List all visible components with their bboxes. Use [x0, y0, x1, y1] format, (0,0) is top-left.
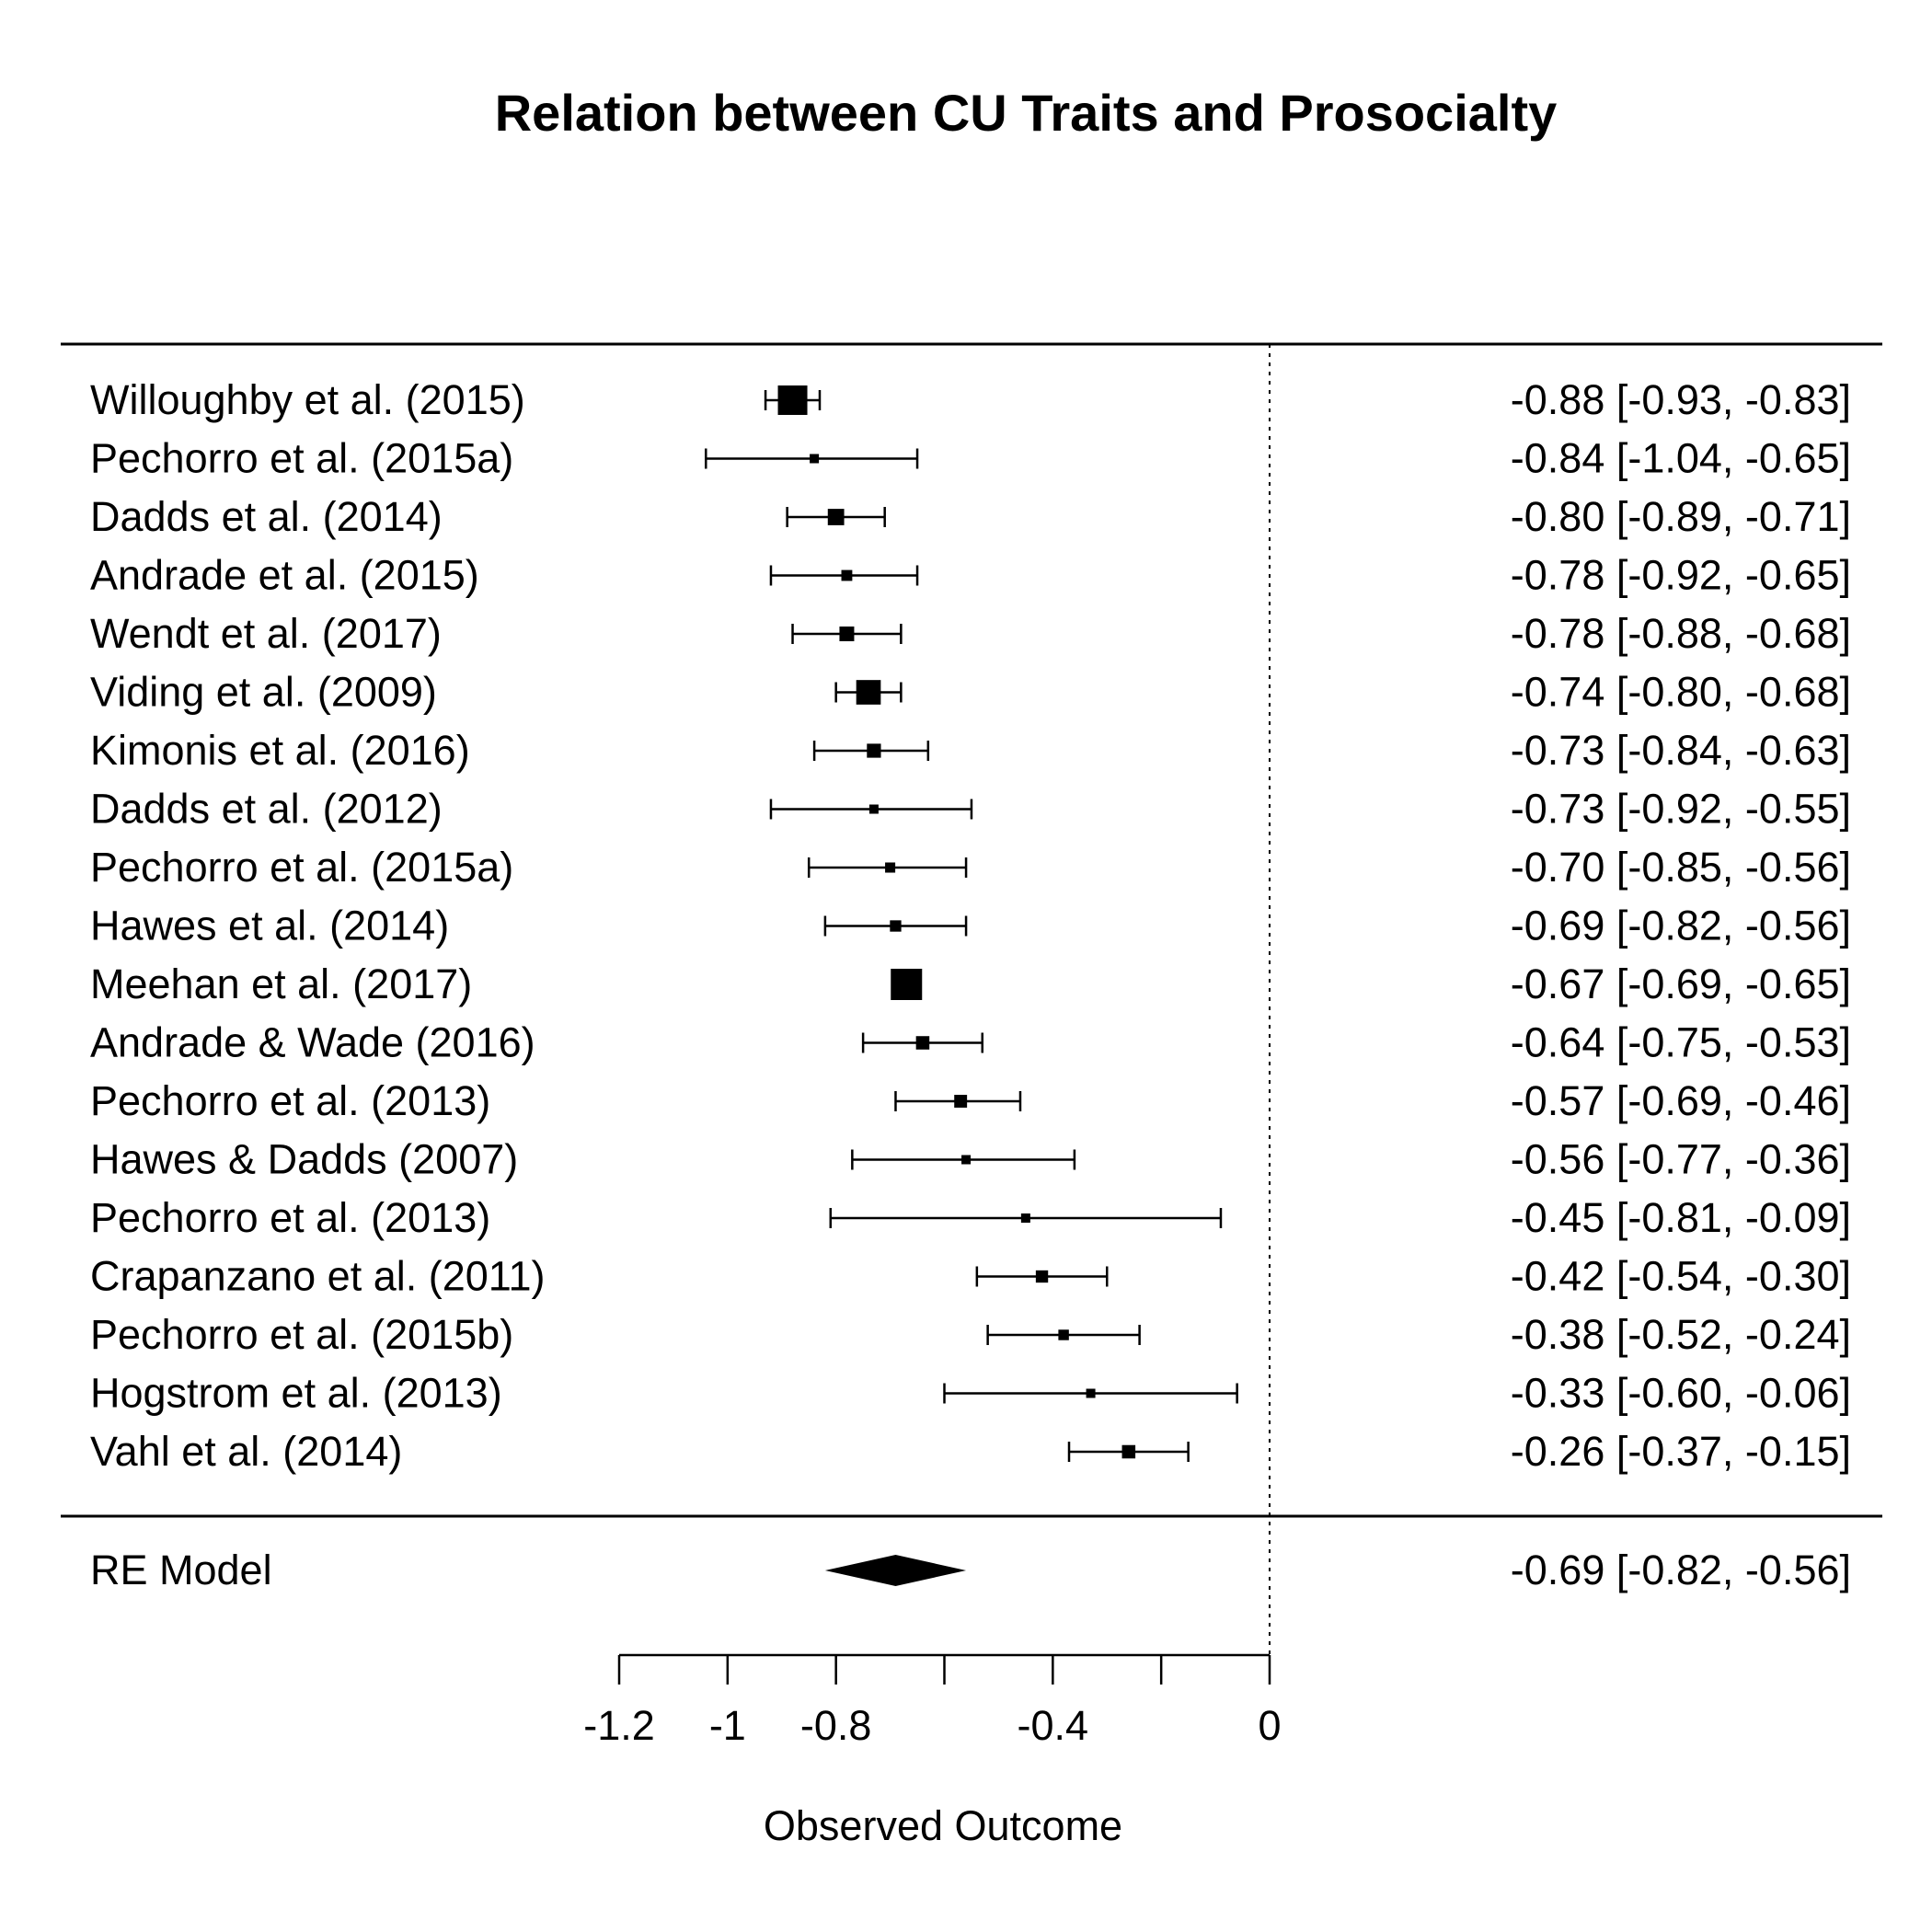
summary-row: RE Model -0.69 [-0.82, -0.56]: [90, 1547, 1851, 1593]
point-estimate: [891, 969, 923, 1000]
study-row: Pechorro et al. (2015a) -0.84 [-1.04, -0.…: [90, 435, 1851, 482]
study-value: -0.84 [-1.04, -0.65]: [1511, 435, 1851, 482]
point-estimate: [1020, 1213, 1030, 1223]
study-row: Kimonis et al. (2016) -0.73 [-0.84, -0.63…: [90, 727, 1851, 774]
study-value: -0.57 [-0.69, -0.46]: [1511, 1077, 1851, 1124]
point-estimate: [961, 1155, 972, 1165]
study-label: Pechorro et al. (2015b): [90, 1311, 513, 1358]
study-label: Hogstrom et al. (2013): [90, 1370, 502, 1417]
study-value: -0.69 [-0.82, -0.56]: [1511, 903, 1851, 949]
study-label: Andrade & Wade (2016): [90, 1019, 535, 1066]
study-value: -0.38 [-0.52, -0.24]: [1511, 1311, 1851, 1358]
study-value: -0.45 [-0.81, -0.09]: [1511, 1194, 1851, 1241]
x-axis-label: Observed Outcome: [764, 1802, 1122, 1849]
study-label: Dadds et al. (2012): [90, 786, 443, 833]
point-estimate: [839, 627, 855, 641]
study-value: -0.26 [-0.37, -0.15]: [1511, 1428, 1851, 1475]
study-value: -0.73 [-0.84, -0.63]: [1511, 727, 1851, 774]
tick-label: -1.2: [583, 1702, 655, 1749]
study-label: Willoughby et al. (2015): [90, 376, 525, 423]
point-estimate: [885, 862, 896, 873]
study-value: -0.78 [-0.92, -0.65]: [1511, 552, 1851, 599]
study-label: Hawes & Dadds (2007): [90, 1136, 518, 1183]
summary-diamond: [824, 1555, 967, 1586]
study-row: Viding et al. (2009) -0.74 [-0.80, -0.68]: [90, 669, 1851, 716]
point-estimate: [827, 509, 845, 525]
study-value: -0.56 [-0.77, -0.36]: [1511, 1136, 1851, 1183]
study-label: Kimonis et al. (2016): [90, 727, 470, 774]
study-row: Vahl et al. (2014) -0.26 [-0.37, -0.15]: [90, 1428, 1851, 1475]
point-estimate: [915, 1036, 930, 1050]
point-estimate: [954, 1095, 968, 1108]
study-value: -0.74 [-0.80, -0.68]: [1511, 669, 1851, 716]
study-row: Crapanzano et al. (2011) -0.42 [-0.54, -0…: [90, 1253, 1851, 1300]
point-estimate: [890, 920, 902, 932]
tick-label: -0.8: [800, 1702, 872, 1749]
point-estimate: [1121, 1444, 1136, 1459]
point-estimate: [777, 385, 808, 415]
study-label: Andrade et al. (2015): [90, 552, 479, 599]
study-row: Meehan et al. (2017) -0.67 [-0.69, -0.65]: [90, 960, 1851, 1007]
study-value: -0.42 [-0.54, -0.30]: [1511, 1253, 1851, 1300]
point-estimate: [810, 454, 820, 464]
study-label: Viding et al. (2009): [90, 669, 437, 716]
study-row: Pechorro et al. (2013) -0.45 [-0.81, -0.0…: [90, 1194, 1851, 1241]
study-row: Hawes & Dadds (2007) -0.56 [-0.77, -0.36]: [90, 1136, 1851, 1183]
study-row: Wendt et al. (2017) -0.78 [-0.88, -0.68]: [90, 610, 1851, 657]
study-row: Dadds et al. (2014) -0.80 [-0.89, -0.71]: [90, 493, 1851, 540]
study-value: -0.73 [-0.92, -0.55]: [1511, 786, 1851, 833]
x-axis: -1.2 -1 -0.8 -0.4 0: [583, 1653, 1282, 1749]
point-estimate: [1058, 1329, 1069, 1340]
study-rows: Willoughby et al. (2015) -0.88 [-0.93, -0…: [90, 376, 1851, 1475]
study-label: Pechorro et al. (2013): [90, 1077, 490, 1124]
point-estimate: [867, 743, 881, 758]
point-estimate: [868, 804, 879, 814]
study-row: Pechorro et al. (2015a) -0.70 [-0.85, -0.…: [90, 844, 1851, 891]
study-label: Wendt et al. (2017): [90, 610, 442, 657]
study-row: Andrade et al. (2015) -0.78 [-0.92, -0.65…: [90, 552, 1851, 599]
study-row: Pechorro et al. (2015b) -0.38 [-0.52, -0.…: [90, 1311, 1851, 1358]
study-label: Meehan et al. (2017): [90, 960, 472, 1007]
point-estimate: [841, 569, 853, 581]
study-label: Vahl et al. (2014): [90, 1428, 402, 1475]
study-value: -0.67 [-0.69, -0.65]: [1511, 960, 1851, 1007]
study-value: -0.80 [-0.89, -0.71]: [1511, 493, 1851, 540]
study-row: Andrade & Wade (2016) -0.64 [-0.75, -0.53…: [90, 1019, 1851, 1066]
study-row: Willoughby et al. (2015) -0.88 [-0.93, -0…: [90, 376, 1851, 423]
study-label: Pechorro et al. (2013): [90, 1194, 490, 1241]
study-label: Hawes et al. (2014): [90, 903, 449, 949]
study-label: Crapanzano et al. (2011): [90, 1253, 545, 1300]
tick-label: 0: [1258, 1702, 1281, 1749]
study-value: -0.70 [-0.85, -0.56]: [1511, 844, 1851, 891]
summary-label: RE Model: [90, 1547, 272, 1593]
study-value: -0.33 [-0.60, -0.06]: [1511, 1370, 1851, 1417]
study-row: Hogstrom et al. (2013) -0.33 [-0.60, -0.0…: [90, 1370, 1851, 1417]
tick-label: -0.4: [1018, 1702, 1089, 1749]
chart-title: Relation between CU Traits and Prosocial…: [495, 84, 1558, 142]
study-row: Dadds et al. (2012) -0.73 [-0.92, -0.55]: [90, 786, 1851, 833]
study-label: Dadds et al. (2014): [90, 493, 443, 540]
study-label: Pechorro et al. (2015a): [90, 844, 513, 891]
study-value: -0.64 [-0.75, -0.53]: [1511, 1019, 1851, 1066]
study-value: -0.78 [-0.88, -0.68]: [1511, 610, 1851, 657]
study-row: Pechorro et al. (2013) -0.57 [-0.69, -0.4…: [90, 1077, 1851, 1124]
study-label: Pechorro et al. (2015a): [90, 435, 513, 482]
study-row: Hawes et al. (2014) -0.69 [-0.82, -0.56]: [90, 903, 1851, 949]
tick-label: -1: [709, 1702, 746, 1749]
point-estimate: [1035, 1270, 1049, 1283]
study-value: -0.88 [-0.93, -0.83]: [1511, 376, 1851, 423]
point-estimate: [1086, 1388, 1096, 1398]
point-estimate: [856, 680, 881, 705]
summary-value: -0.69 [-0.82, -0.56]: [1511, 1547, 1851, 1593]
